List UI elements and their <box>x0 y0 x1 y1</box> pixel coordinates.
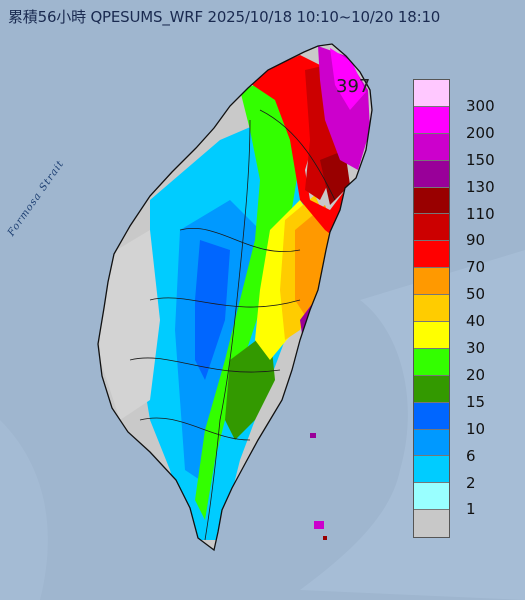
legend-swatch <box>414 133 449 161</box>
legend-swatch <box>414 160 449 188</box>
legend-swatch <box>414 322 449 349</box>
legend-label: 150 <box>466 150 495 169</box>
legend-swatch <box>414 268 449 296</box>
legend-label: 6 <box>466 446 476 465</box>
legend-swatch <box>414 80 449 107</box>
legend-swatch <box>414 510 449 538</box>
rain-zone-10mm <box>195 240 230 380</box>
legend-swatch <box>414 402 449 430</box>
legend-label: 110 <box>466 204 495 223</box>
legend-label: 2 <box>466 473 476 492</box>
taiwan-island <box>97 43 373 552</box>
legend-swatch <box>414 187 449 215</box>
legend-label: 200 <box>466 123 495 142</box>
legend-swatch <box>414 483 449 511</box>
legend-label: 10 <box>466 419 486 438</box>
rain-zone-west-dry <box>100 230 160 420</box>
green-island <box>310 433 316 438</box>
map-title: 累積56小時 QPESUMS_WRF 2025/10/18 10:10~10/2… <box>8 8 441 26</box>
legend-color-bar <box>413 79 450 539</box>
county-boundaries <box>129 109 336 541</box>
legend-label: 20 <box>466 365 486 384</box>
rain-zone-50mm <box>295 205 338 320</box>
legend-label: 130 <box>466 177 495 196</box>
legend-label: 90 <box>466 231 486 250</box>
rain-zone-15mm <box>225 330 275 440</box>
legend-label: 1 <box>466 500 476 519</box>
rain-zone-20mm <box>195 70 300 520</box>
legend-swatch <box>414 106 449 134</box>
legend-label: 30 <box>466 339 486 357</box>
legend-label: 300 <box>466 96 495 115</box>
sea-texture-2 <box>0 420 48 600</box>
legend-swatch <box>414 348 449 376</box>
legend-swatch <box>414 456 449 484</box>
sea-texture <box>300 250 525 600</box>
legend-label: 15 <box>466 392 486 411</box>
rain-zone-110mm <box>320 150 350 205</box>
rain-zone-200mm <box>330 48 366 110</box>
legend-swatch <box>414 429 449 457</box>
legend-label: 40 <box>466 312 486 331</box>
coastline <box>97 43 373 552</box>
legend-label: 50 <box>466 285 486 304</box>
legend-swatch <box>414 375 449 403</box>
legend-swatch <box>414 214 449 242</box>
legend-label: 70 <box>466 258 486 277</box>
max-value-label: 397 <box>336 76 371 97</box>
legend-swatch <box>414 241 449 269</box>
orchid-island <box>314 521 327 540</box>
legend-swatch <box>414 295 449 323</box>
